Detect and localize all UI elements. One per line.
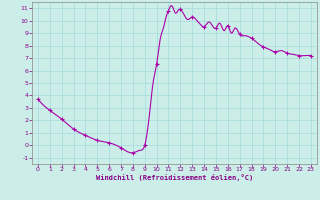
X-axis label: Windchill (Refroidissement éolien,°C): Windchill (Refroidissement éolien,°C) — [96, 174, 253, 181]
